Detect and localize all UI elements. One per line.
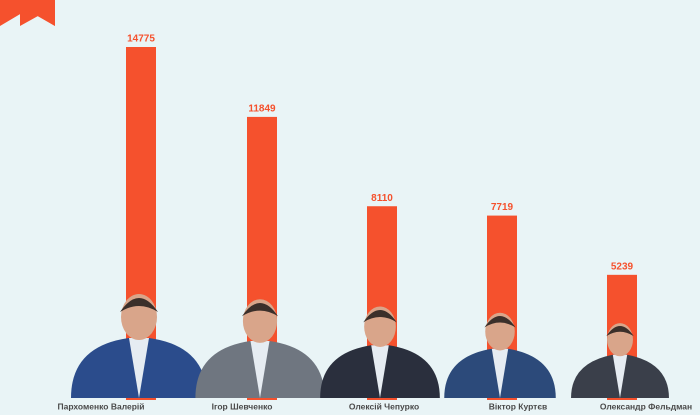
labels: 14775 Пархоменко Валерій 11849 Ігор Шевченк…	[57, 34, 692, 412]
person-shirt	[250, 341, 270, 398]
person-hair	[363, 310, 397, 323]
x-tick-label: Віктор Куртєв	[489, 401, 548, 411]
person-hair	[120, 298, 158, 312]
person-hair	[606, 326, 634, 337]
photos	[71, 294, 669, 398]
x-tick-label: Олександр Фельдман	[600, 401, 692, 411]
value-label: 11849	[248, 104, 276, 115]
person-shirt	[612, 354, 628, 398]
value-label: 14775	[127, 34, 155, 45]
value-label: 7719	[491, 202, 514, 213]
corner-ribbon-shape	[0, 0, 55, 26]
person-hair	[484, 316, 516, 328]
person-hair	[241, 303, 279, 317]
value-label: 5239	[611, 261, 634, 272]
person-shirt	[491, 348, 509, 398]
x-tick-label: Пархоменко Валерій	[57, 401, 144, 411]
x-tick-label: Олексій Чепурко	[349, 401, 419, 411]
person-shirt	[129, 338, 149, 398]
value-label: 8110	[371, 193, 393, 204]
x-tick-label: Ігор Шевченко	[212, 401, 273, 411]
person-shirt	[371, 345, 389, 398]
